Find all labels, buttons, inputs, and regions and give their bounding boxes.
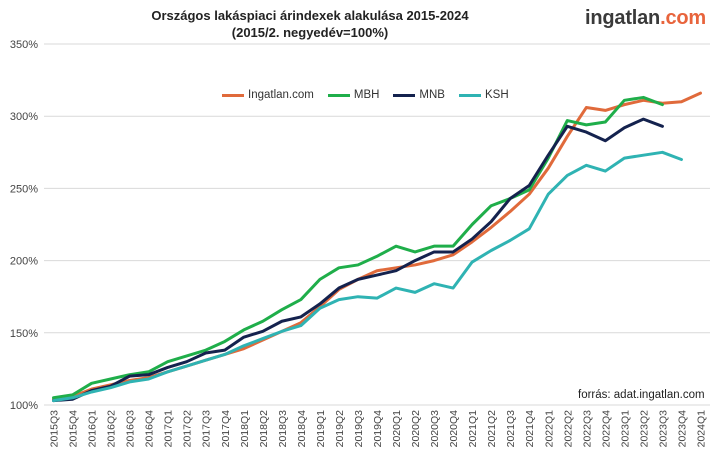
legend-swatch [393,93,416,97]
legend-label: MBH [353,89,380,101]
legend-label: Ingatlan.com [248,89,314,101]
legend-swatch [222,93,244,97]
source-text: forrás: adat.ingatlan.com [578,389,705,401]
legend-item-mbh: MBH [327,89,380,101]
x-tick-label: 2020Q2 [410,410,422,448]
x-tick-label: 2021Q4 [524,410,536,448]
y-tick-label: 350% [10,39,38,51]
chart-subtitle: (2015/2. negyedév=100%) [231,25,389,40]
legend-label: MNB [419,89,445,101]
x-tick-label: 2016Q3 [125,410,137,448]
chart-title: Országos lakáspiaci árindexek alakulása … [151,8,469,23]
series-line-mnb [52,117,664,403]
x-tick-label: 2023Q3 [657,410,669,448]
x-tick-label: 2017Q4 [220,410,232,448]
series-lines [52,91,702,403]
x-axis-ticks: 2015Q3 2015Q4 2016Q1 2016Q2 2016Q3 2016Q4 2017… [49,410,708,448]
x-tick-label: 2019Q4 [372,410,384,448]
x-tick-label: 2018Q1 [239,410,251,448]
x-tick-label: 2023Q4 [676,410,688,448]
legend-item-ksh: KSH [458,89,509,101]
x-tick-label: 2021Q1 [467,410,479,448]
x-tick-label: 2022Q2 [562,410,574,448]
x-tick-label: 2018Q2 [258,410,270,448]
series-line-mbh [52,95,664,400]
y-tick-label: 300% [10,111,38,123]
logo-tld: com [665,7,706,29]
x-tick-label: 2022Q4 [600,410,612,448]
x-tick-label: 2017Q3 [201,410,213,448]
legend-item-ingatlan-com: Ingatlan.com [222,89,314,101]
legend-item-mnb: MNB [393,89,445,101]
x-tick-label: 2019Q3 [353,410,365,448]
grid [44,43,710,406]
legend-label: KSH [484,89,509,101]
legend-swatch [458,93,481,97]
x-tick-label: 2022Q1 [543,410,555,448]
x-tick-label: 2018Q3 [277,410,289,448]
x-tick-label: 2017Q2 [182,410,194,448]
y-axis-ticks: 100% 150% 200% 250% 300% 350% [10,39,38,412]
legend: Ingatlan.com MBH MNB KSH [222,89,509,101]
y-tick-label: 200% [10,256,38,268]
y-tick-label: 100% [10,400,38,412]
x-tick-label: 2016Q1 [87,410,99,448]
x-tick-label: 2018Q4 [296,410,308,448]
legend-swatch [327,93,350,97]
y-tick-label: 250% [10,183,38,195]
ingatlan-logo: ingatlan.com [585,7,706,30]
x-tick-label: 2017Q1 [163,410,175,448]
x-tick-label: 2020Q1 [391,410,403,448]
x-tick-label: 2024Q1 [695,410,707,448]
x-tick-label: 2016Q2 [106,410,118,448]
x-tick-label: 2023Q1 [619,410,631,448]
x-tick-label: 2021Q3 [505,410,517,448]
x-tick-label: 2019Q2 [334,410,346,448]
x-tick-label: 2015Q4 [68,410,80,448]
x-tick-label: 2016Q4 [144,410,156,448]
x-tick-label: 2021Q2 [486,410,498,448]
series-line-ksh [52,150,683,403]
x-tick-label: 2019Q1 [315,410,327,448]
x-tick-label: 2015Q3 [49,410,61,448]
y-tick-label: 150% [10,328,38,340]
x-tick-label: 2020Q3 [429,410,441,448]
x-tick-label: 2020Q4 [448,410,460,448]
x-tick-label: 2022Q3 [581,410,593,448]
logo-dot: . [660,7,666,29]
logo-name: ingatlan [585,7,661,29]
x-tick-label: 2023Q2 [638,410,650,448]
